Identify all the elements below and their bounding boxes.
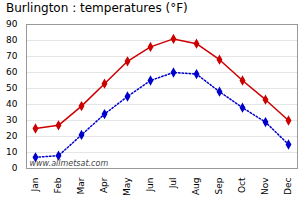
svg-text:10: 10 — [6, 147, 18, 157]
svg-text:Oct: Oct — [237, 177, 247, 193]
svg-text:70: 70 — [6, 51, 18, 61]
svg-text:Sep: Sep — [214, 177, 224, 194]
svg-text:May: May — [122, 177, 132, 196]
svg-text:Mar: Mar — [76, 177, 86, 194]
svg-text:Aug: Aug — [191, 178, 201, 196]
svg-text:Feb: Feb — [53, 177, 63, 193]
svg-text:Dec: Dec — [283, 177, 293, 194]
svg-text:30: 30 — [6, 115, 18, 125]
svg-text:Jul: Jul — [168, 178, 178, 190]
svg-text:60: 60 — [6, 67, 18, 77]
svg-text:Jan: Jan — [30, 178, 40, 193]
svg-text:Nov: Nov — [260, 177, 270, 195]
svg-text:50: 50 — [6, 83, 18, 93]
svg-text:90: 90 — [6, 19, 18, 29]
svg-text:40: 40 — [6, 99, 18, 109]
svg-text:www.allmetsat.com: www.allmetsat.com — [30, 159, 109, 168]
svg-text:0: 0 — [12, 163, 18, 173]
html-text:Burlington : temperatures (°F): Burlington : temperatures (°F) — [6, 1, 188, 15]
svg-text:Jun: Jun — [145, 178, 155, 193]
svg-text:20: 20 — [6, 131, 18, 141]
svg-text:80: 80 — [6, 35, 18, 45]
svg-text:Apr: Apr — [99, 177, 109, 193]
